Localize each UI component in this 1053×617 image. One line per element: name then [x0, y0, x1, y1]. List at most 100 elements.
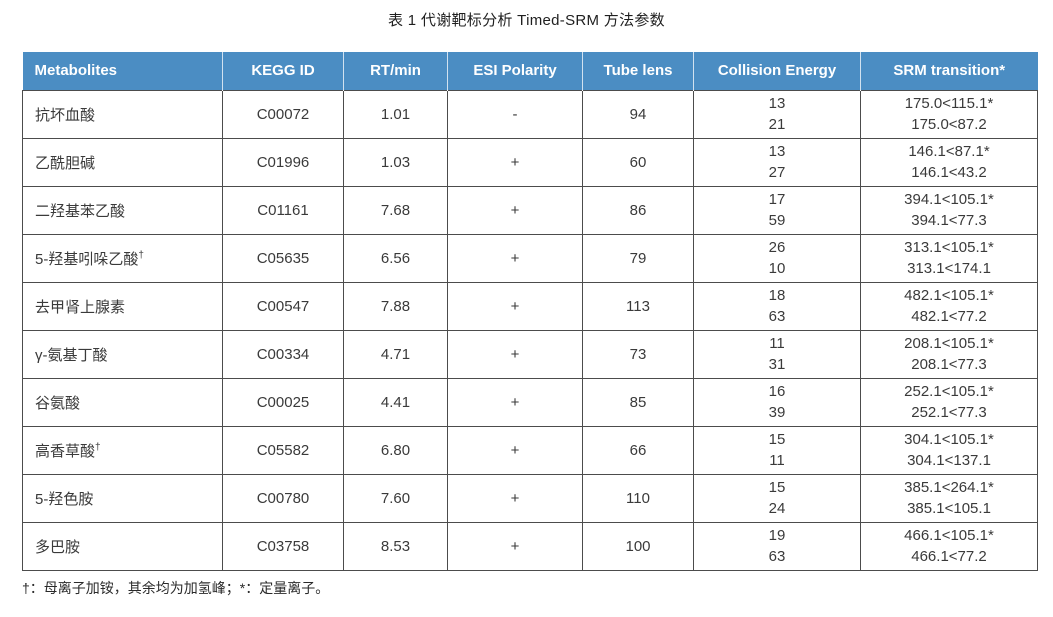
- column-header-tube: Tube lens: [582, 52, 694, 90]
- cell-line: 10: [768, 260, 786, 277]
- cell-srm: 385.1<264.1* 385.1<105.1: [860, 473, 1038, 523]
- cell-ce: 13 27: [693, 137, 861, 187]
- table-row: 去甲肾上腺素 C00547 7.88 +113 18 63 482.1<105.1* 482.…: [22, 281, 1038, 331]
- cell-srm: 208.1<105.1* 208.1<77.3: [860, 329, 1038, 379]
- table-row: 高香草酸† C05582 6.80 +66 15 11 304.1<105.1* 304.1<…: [22, 425, 1038, 475]
- column-header-srm: SRM transition*: [860, 52, 1038, 90]
- cell-line: 394.1<77.3: [911, 212, 987, 229]
- dagger-mark: †: [138, 249, 144, 261]
- cell-kegg: C00072: [222, 89, 344, 139]
- column-header-kegg: KEGG ID: [222, 52, 344, 90]
- cell-ce: 19 63: [693, 521, 861, 571]
- cell-rt: 6.56: [343, 233, 448, 283]
- cell-line: 11: [769, 335, 785, 352]
- cell-line: 252.1<105.1*: [904, 383, 994, 400]
- cell-line: 13: [768, 143, 786, 160]
- cell-kegg: C01996: [222, 137, 344, 187]
- cell-line: 13: [768, 95, 786, 112]
- cell-line: 27: [768, 164, 786, 181]
- cell-line: 17: [768, 191, 786, 208]
- cell-esi: +: [447, 281, 583, 331]
- header-row: Metabolites KEGG ID RT/min ESI Polarity Tube…: [22, 52, 1038, 90]
- cell-line: 175.0<115.1*: [904, 95, 994, 112]
- cell-metabolite: 抗坏血酸: [22, 89, 223, 139]
- cell-tube: 94: [582, 89, 694, 139]
- cell-tube: 60: [582, 137, 694, 187]
- cell-metabolite: 多巴胺: [22, 521, 223, 571]
- cell-line: 21: [768, 116, 786, 133]
- cell-tube: 113: [582, 281, 694, 331]
- cell-srm: 304.1<105.1* 304.1<137.1: [860, 425, 1038, 475]
- cell-kegg: C05635: [222, 233, 344, 283]
- cell-metabolite: 高香草酸†: [22, 425, 223, 475]
- cell-metabolite: 谷氨酸: [22, 377, 223, 427]
- cell-line: 304.1<105.1*: [904, 431, 994, 448]
- table-row: 乙酰胆碱 C01996 1.03 +60 13 27 146.1<87.1* 146.1<43…: [22, 137, 1038, 187]
- cell-line: 304.1<137.1: [907, 452, 991, 469]
- cell-kegg: C03758: [222, 521, 344, 571]
- cell-line: 26: [768, 239, 786, 256]
- cell-rt: 4.71: [343, 329, 448, 379]
- column-header-ce: Collision Energy: [693, 52, 861, 90]
- cell-esi: +: [447, 521, 583, 571]
- cell-tube: 85: [582, 377, 694, 427]
- column-header-rt: RT/min: [343, 52, 448, 90]
- cell-line: 175.0<87.2: [911, 116, 987, 133]
- cell-rt: 1.01: [343, 89, 448, 139]
- table-row: 抗坏血酸 C00072 1.01-94 13 21 175.0<115.1* 175.0<8…: [22, 89, 1038, 139]
- table-row: 多巴胺 C03758 8.53 +100 19 63 466.1<105.1* 466.1<7…: [22, 521, 1038, 571]
- cell-line: 16: [768, 383, 786, 400]
- cell-rt: 6.80: [343, 425, 448, 475]
- cell-rt: 7.88: [343, 281, 448, 331]
- cell-ce: 13 21: [693, 89, 861, 139]
- cell-rt: 7.68: [343, 185, 448, 235]
- cell-line: 385.1<105.1: [907, 500, 991, 517]
- srm-parameters-table: Metabolites KEGG ID RT/min ESI Polarity Tube…: [22, 52, 1038, 571]
- cell-srm: 482.1<105.1* 482.1<77.2: [860, 281, 1038, 331]
- cell-tube: 73: [582, 329, 694, 379]
- table-body: 抗坏血酸 C00072 1.01-94 13 21 175.0<115.1* 175.0<8…: [22, 89, 1038, 571]
- cell-line: 146.1<87.1*: [908, 143, 990, 160]
- cell-kegg: C00780: [222, 473, 344, 523]
- cell-line: 19: [768, 527, 786, 544]
- cell-esi: +: [447, 329, 583, 379]
- cell-kegg: C00547: [222, 281, 344, 331]
- cell-esi: +: [447, 137, 583, 187]
- cell-line: 252.1<77.3: [911, 404, 987, 421]
- cell-srm: 394.1<105.1* 394.1<77.3: [860, 185, 1038, 235]
- cell-line: 146.1<43.2: [911, 164, 987, 181]
- table-row: 5-羟基吲哚乙酸† C05635 6.56 +79 26 10 313.1<105.1* 31…: [22, 233, 1038, 283]
- cell-srm: 146.1<87.1* 146.1<43.2: [860, 137, 1038, 187]
- table-header: Metabolites KEGG ID RT/min ESI Polarity Tube…: [22, 52, 1038, 90]
- cell-tube: 79: [582, 233, 694, 283]
- dagger-mark: †: [95, 441, 101, 453]
- cell-ce: 26 10: [693, 233, 861, 283]
- cell-line: 18: [768, 287, 786, 304]
- cell-ce: 11 31: [693, 329, 861, 379]
- cell-rt: 4.41: [343, 377, 448, 427]
- cell-metabolite: 去甲肾上腺素: [22, 281, 223, 331]
- table-row: 谷氨酸 C00025 4.41 +85 16 39 252.1<105.1* 252.1<77…: [22, 377, 1038, 427]
- cell-line: 63: [768, 548, 786, 565]
- cell-rt: 7.60: [343, 473, 448, 523]
- cell-kegg: C00025: [222, 377, 344, 427]
- cell-line: 482.1<77.2: [911, 308, 987, 325]
- cell-line: 313.1<174.1: [907, 260, 991, 277]
- cell-metabolite: 二羟基苯乙酸: [22, 185, 223, 235]
- cell-esi: +: [447, 377, 583, 427]
- cell-kegg: C01161: [222, 185, 344, 235]
- cell-metabolite: 5-羟基吲哚乙酸†: [22, 233, 223, 283]
- cell-rt: 1.03: [343, 137, 448, 187]
- table-row: 5-羟色胺 C00780 7.60 +110 15 24 385.1<264.1* 385.1…: [22, 473, 1038, 523]
- cell-esi: +: [447, 233, 583, 283]
- cell-line: 39: [768, 404, 786, 421]
- cell-srm: 175.0<115.1* 175.0<87.2: [860, 89, 1038, 139]
- cell-line: 31: [768, 356, 786, 373]
- cell-line: 208.1<77.3: [911, 356, 987, 373]
- cell-line: 466.1<77.2: [911, 548, 987, 565]
- table-row: γ-氨基丁酸 C00334 4.71 +73 11 31 208.1<105.1* 208.1…: [22, 329, 1038, 379]
- cell-esi: +: [447, 473, 583, 523]
- cell-srm: 466.1<105.1* 466.1<77.2: [860, 521, 1038, 571]
- cell-tube: 110: [582, 473, 694, 523]
- cell-line: 11: [769, 452, 785, 469]
